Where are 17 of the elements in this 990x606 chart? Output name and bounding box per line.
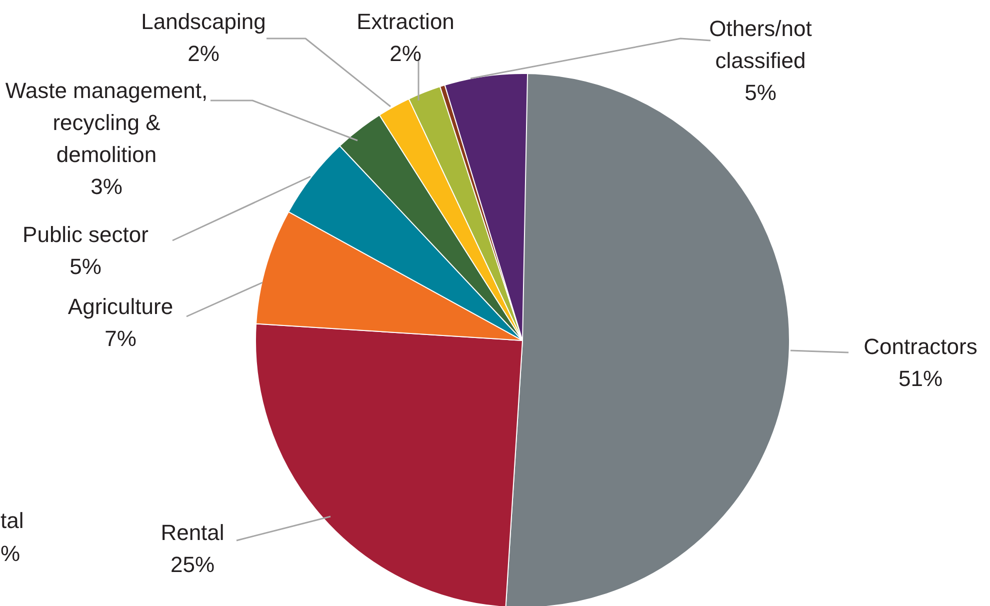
data-label: 3% — [90, 174, 122, 199]
data-label: 2% — [188, 41, 220, 66]
slice-label: Rental — [160, 520, 224, 545]
data-label: 25% — [170, 552, 215, 577]
slice-label: Contractors — [864, 334, 978, 359]
data-label: 5% — [70, 254, 102, 279]
slice-label: Waste management, recycling & demolition — [5, 78, 208, 167]
data-label: 7% — [104, 326, 136, 351]
data-label: 5% — [744, 80, 776, 105]
slice-label: Landscaping — [141, 9, 266, 34]
slice-label: Extraction — [356, 9, 454, 34]
slice-label: Public sector — [22, 222, 148, 247]
data-label: 51% — [898, 366, 943, 391]
text: tal % — [0, 508, 24, 566]
slice-label: Others/not classified — [709, 16, 812, 73]
slice-label: Agriculture — [68, 294, 174, 319]
data-label: 2% — [390, 41, 422, 66]
